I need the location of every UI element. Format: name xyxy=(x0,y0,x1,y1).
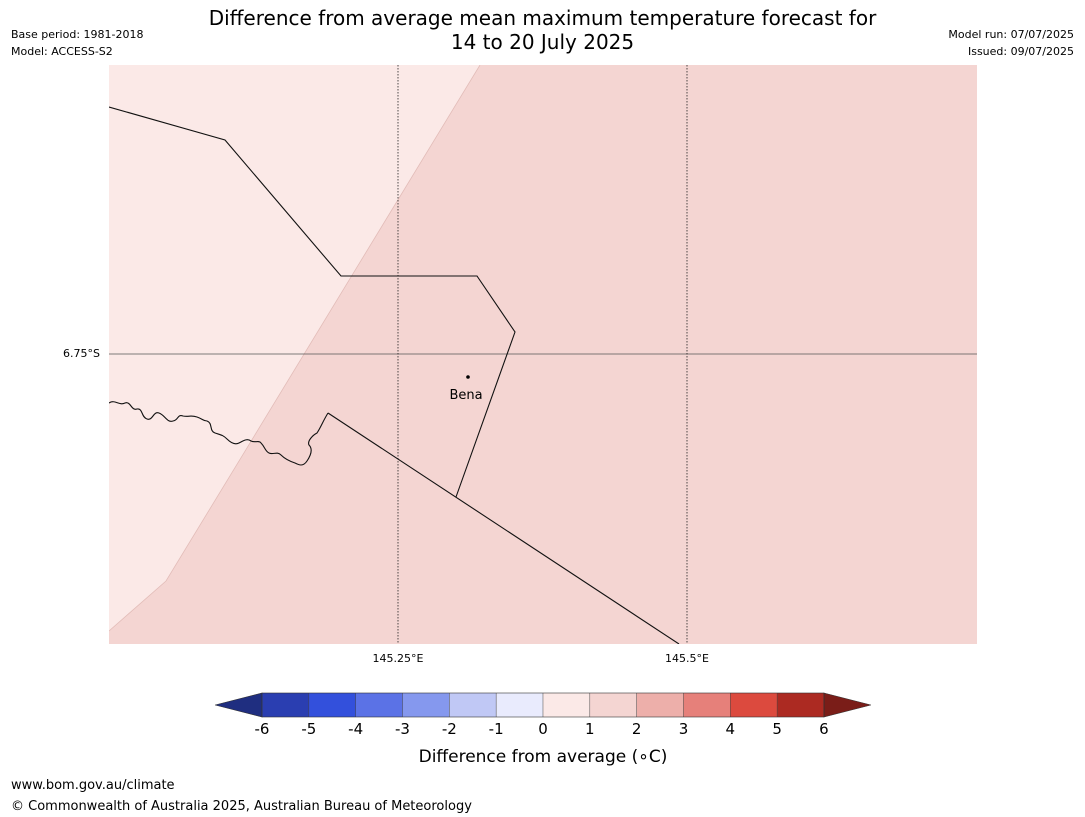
colorbar-extend-low xyxy=(215,692,263,718)
colorbar-tick-label: 5 xyxy=(772,720,782,738)
colorbar-tick-label: -2 xyxy=(441,720,457,738)
footer: www.bom.gov.au/climate © Commonwealth of… xyxy=(11,775,472,817)
colorbar-tick-label: 6 xyxy=(819,720,829,738)
forecast-map[interactable] xyxy=(109,65,977,644)
title-line-2: 14 to 20 July 2025 xyxy=(450,30,635,54)
page-title: Difference from average mean maximum tem… xyxy=(170,6,915,54)
colorbar-segment xyxy=(355,693,403,717)
colorbar-segment xyxy=(542,693,591,717)
colorbar-segment xyxy=(683,693,731,717)
anomaly-region-0-to-1 xyxy=(109,65,480,631)
model-name: Model: ACCESS-S2 xyxy=(11,45,113,58)
footer-copyright: © Commonwealth of Australia 2025, Austra… xyxy=(11,799,472,814)
colorbar-segment xyxy=(636,693,684,717)
colorbar-segment xyxy=(496,693,544,717)
colorbar-segment xyxy=(402,693,450,717)
colorbar-tick-label: 3 xyxy=(678,720,689,738)
longitude-label-145-5: 145.5°E xyxy=(665,652,709,665)
anomaly-contour xyxy=(109,65,481,632)
colorbar-segment xyxy=(449,693,497,717)
colorbar-segment xyxy=(777,693,825,717)
colorbar-segment xyxy=(730,693,778,717)
model-run: Model run: 07/07/2025 xyxy=(948,28,1074,41)
colorbar-tick-label: 0 xyxy=(538,720,548,738)
colorbar-tick-label: -3 xyxy=(395,720,410,738)
colorbar-tick-label: -4 xyxy=(348,720,364,738)
province-boundary-south xyxy=(327,412,680,644)
colorbar-segment xyxy=(589,693,637,717)
bena-marker xyxy=(466,375,470,379)
issued-date: Issued: 09/07/2025 xyxy=(967,45,1074,58)
colorbar-tick-label: -6 xyxy=(254,720,270,738)
colorbar-segment xyxy=(262,693,310,717)
title-line-1: Difference from average mean maximum tem… xyxy=(208,6,877,30)
colorbar-extend-high xyxy=(823,692,871,718)
colorbar-tick-label: 1 xyxy=(585,720,595,738)
place-label-bena: Bena xyxy=(449,388,483,403)
colorbar-label: Difference from average (∘C) xyxy=(418,747,668,767)
colorbar xyxy=(215,692,871,718)
header-left: Base period: 1981-2018 Model: ACCESS-S2 xyxy=(11,26,143,60)
longitude-label-145-25: 145.25°E xyxy=(372,652,424,665)
colorbar-segments xyxy=(215,692,871,718)
header-right: Model run: 07/07/2025 Issued: 09/07/2025 xyxy=(948,26,1074,60)
footer-url[interactable]: www.bom.gov.au/climate xyxy=(11,778,175,793)
colorbar-tick-label: 4 xyxy=(725,720,736,738)
base-period: Base period: 1981-2018 xyxy=(11,28,144,41)
colorbar-tick-label: -1 xyxy=(488,720,504,738)
colorbar-segment xyxy=(308,693,356,717)
coastline xyxy=(109,401,329,466)
province-boundary xyxy=(109,106,516,498)
colorbar-tick-label: -5 xyxy=(301,720,317,738)
colorbar-tick-label: 2 xyxy=(631,720,642,738)
colorbar-outline xyxy=(261,692,825,718)
map-svg xyxy=(109,65,977,644)
latitude-label: 6.75°S xyxy=(63,347,100,360)
